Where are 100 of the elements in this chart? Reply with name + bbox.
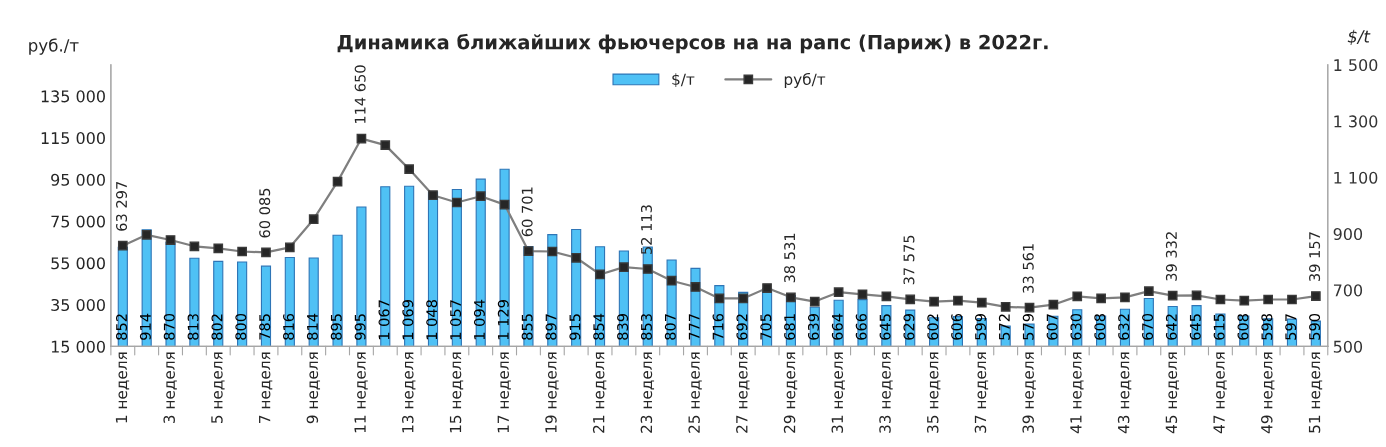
data-label: 1 067 <box>378 300 390 340</box>
y-tick-label: 35 000 <box>51 298 105 311</box>
data-label: 1 048 <box>426 300 438 340</box>
data-label: 608 <box>1094 313 1106 340</box>
x-tick-label: 5 неделя <box>211 352 225 423</box>
x-tick-label: 49 неделя <box>1261 352 1275 434</box>
data-label: 608 <box>1237 313 1249 340</box>
data-label: 645 <box>879 314 891 340</box>
x-tick-label: 27 неделя <box>736 352 750 433</box>
x-tick-label: 35 неделя <box>926 352 941 433</box>
data-label: 839 <box>617 313 629 340</box>
y2-tick-label: 700 <box>1333 284 1363 297</box>
x-tick-label: 47 неделя <box>1213 352 1227 434</box>
data-label: 1 129 <box>497 300 509 340</box>
data-label: 807 <box>664 314 676 340</box>
y-axis-title: руб./т <box>29 38 79 55</box>
data-label: 870 <box>163 313 175 340</box>
y-tick-label: 15 000 <box>51 340 105 353</box>
data-label: 852 <box>116 314 128 340</box>
data-label: 597 <box>1285 314 1297 340</box>
data-label: 895 <box>330 314 342 340</box>
data-label: 639 <box>807 313 820 340</box>
x-tick-label: 51 неделя <box>1308 352 1323 433</box>
x-tick-label: 11 неделя <box>354 352 368 433</box>
y-tick-label: 55 000 <box>51 257 105 270</box>
x-tick-label: 19 неделя <box>545 352 559 433</box>
y-tick-label: 95 000 <box>51 173 105 186</box>
data-label: 63 297 <box>116 182 128 231</box>
data-label: 816 <box>283 313 295 340</box>
x-tick-label: 29 неделя <box>783 352 798 433</box>
y-tick-label: 135 000 <box>41 90 105 103</box>
data-label: 598 <box>1261 313 1273 340</box>
legend-label: руб/т <box>784 72 826 88</box>
x-tick-label: 21 неделя <box>592 352 607 433</box>
data-label: 629 <box>903 313 915 340</box>
data-label: 39 157 <box>1309 232 1321 282</box>
data-label: 785 <box>259 314 271 340</box>
data-label: 114 650 <box>354 65 366 124</box>
x-tick-label: 9 неделя <box>306 352 321 424</box>
x-tick-label: 31 неделя <box>831 352 845 433</box>
y2-tick-label: 1 500 <box>1334 59 1378 72</box>
data-label: 602 <box>927 314 939 340</box>
x-tick-label: 17 неделя <box>497 352 511 433</box>
data-label: 705 <box>760 314 772 340</box>
data-label: 572 <box>998 314 1010 340</box>
data-label: 855 <box>521 314 533 340</box>
data-label: 777 <box>688 314 700 340</box>
y2-tick-label: 500 <box>1333 340 1363 353</box>
x-tick-label: 7 неделя <box>259 352 273 423</box>
data-label: 854 <box>593 313 605 340</box>
data-label: 52 113 <box>640 205 652 254</box>
x-tick-label: 3 неделя <box>163 352 177 424</box>
data-label: 60 085 <box>259 188 271 238</box>
data-label: 1 069 <box>402 300 414 340</box>
data-label: 615 <box>1213 314 1225 340</box>
data-label: 1 094 <box>473 299 485 340</box>
data-label: 606 <box>951 313 963 340</box>
data-label: 681 <box>784 314 796 340</box>
data-label: 853 <box>640 314 652 340</box>
x-tick-label: 41 неделя <box>1070 352 1084 434</box>
data-label: 632 <box>1118 314 1130 340</box>
data-label: 995 <box>354 314 366 340</box>
data-label: 60 701 <box>521 187 533 237</box>
data-label: 33 561 <box>1022 244 1034 293</box>
x-tick-label: 33 неделя <box>879 352 893 433</box>
y-tick-label: 115 000 <box>41 132 105 145</box>
chart-title: Динамика ближайших фьючерсов на на рапс (Париж) в 2022г. <box>337 33 1048 54</box>
data-label: 579 <box>1022 313 1034 340</box>
y2-axis-title: $/t <box>1347 29 1371 45</box>
x-tick-label: 37 неделя <box>974 352 989 433</box>
x-tick-label: 25 неделя <box>688 352 702 433</box>
data-label: 814 <box>306 313 318 340</box>
data-label: 914 <box>139 313 151 340</box>
x-tick-label: 43 неделя <box>1117 352 1132 434</box>
data-label: 666 <box>855 313 867 340</box>
y2-tick-label: 900 <box>1333 227 1363 241</box>
x-tick-label: 1 неделя <box>115 352 130 423</box>
data-label: 38 531 <box>784 233 796 283</box>
data-label: 915 <box>569 314 581 340</box>
data-label: 590 <box>1309 313 1321 340</box>
data-label: 664 <box>831 313 843 340</box>
data-label: 800 <box>235 313 247 340</box>
y-tick-label: 75 000 <box>51 215 105 228</box>
data-label: 37 575 <box>903 235 915 285</box>
x-tick-label: 23 неделя <box>640 352 655 433</box>
data-label: 1 057 <box>450 300 462 340</box>
data-label: 802 <box>211 314 223 340</box>
data-label: 692 <box>736 314 748 340</box>
x-tick-label: 15 неделя <box>449 352 464 433</box>
data-label: 670 <box>1142 313 1154 340</box>
data-label: 599 <box>975 313 987 340</box>
y2-tick-label: 1 100 <box>1334 171 1378 184</box>
legend-label: $/т <box>672 73 695 88</box>
data-label: 642 <box>1165 314 1177 340</box>
x-tick-label: 13 неделя <box>402 352 416 433</box>
x-tick-label: 45 неделя <box>1165 352 1180 434</box>
y2-tick-label: 1 300 <box>1334 115 1378 128</box>
data-label: 607 <box>1046 314 1058 340</box>
data-label: 813 <box>187 314 199 340</box>
data-label: 716 <box>712 313 724 340</box>
